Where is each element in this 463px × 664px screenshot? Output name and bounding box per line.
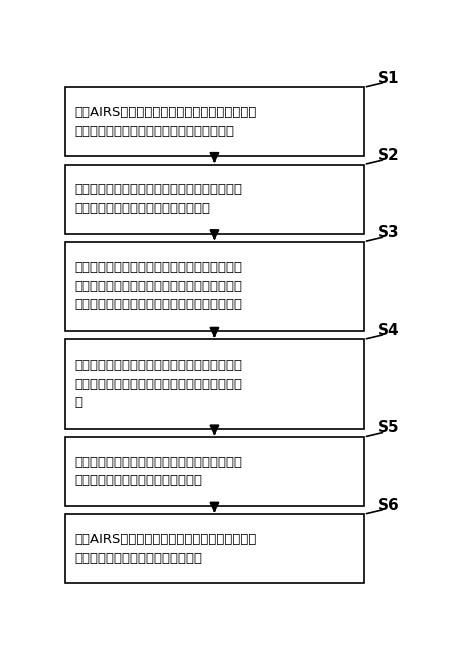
Bar [65,165,363,234]
Bar [65,437,363,506]
Text: 获取AIRS超光谱卫星数据的晴空订正辐亮度标准
产品，利用求得的回归系数进行反演: 获取AIRS超光谱卫星数据的晴空订正辐亮度标准 产品，利用求得的回归系数进行反演 [74,533,256,564]
Text: 利用AIRS超光谱卫星的二级标准产品获得观测不
同区域、不同季节条件下的大气成分廓线数据: 利用AIRS超光谱卫星的二级标准产品获得观测不 同区域、不同季节条件下的大气成分… [74,106,256,137]
Text: S2: S2 [377,148,399,163]
Bar [65,339,363,429]
Text: 对模拟辐射亮度值和廓线样本集进行经验正交函
数展开，计算经验正交函数回归系数: 对模拟辐射亮度值和廓线样本集进行经验正交函 数展开，计算经验正交函数回归系数 [74,456,242,487]
Text: S4: S4 [377,323,399,338]
Text: 利用辐射传输方程对每一条廓线模拟出所有通道
上的大气层顶出射辐射亮度值，并加上仪器的观
测噪声以获得模拟的卫星传感器观测辐射亮度值: 利用辐射传输方程对每一条廓线模拟出所有通道 上的大气层顶出射辐射亮度值，并加上仪… [74,262,242,311]
Text: 建立一组包含大量观测结果的能代表不同区域、
不同季节条件下的大气成分廓线数据集: 建立一组包含大量观测结果的能代表不同区域、 不同季节条件下的大气成分廓线数据集 [74,183,242,215]
Text: 根据模拟辐射亮度值对温度以及水汽、甲烷、氧
化亚氮、地表比辐射率的敏感性分析选择反演通
道: 根据模拟辐射亮度值对温度以及水汽、甲烷、氧 化亚氮、地表比辐射率的敏感性分析选择… [74,359,242,409]
Text: S5: S5 [377,420,399,436]
Bar [65,514,363,583]
Bar [65,242,363,331]
Text: S1: S1 [377,70,399,86]
Text: S3: S3 [377,225,399,240]
Bar [65,88,363,156]
Text: S6: S6 [377,497,399,513]
